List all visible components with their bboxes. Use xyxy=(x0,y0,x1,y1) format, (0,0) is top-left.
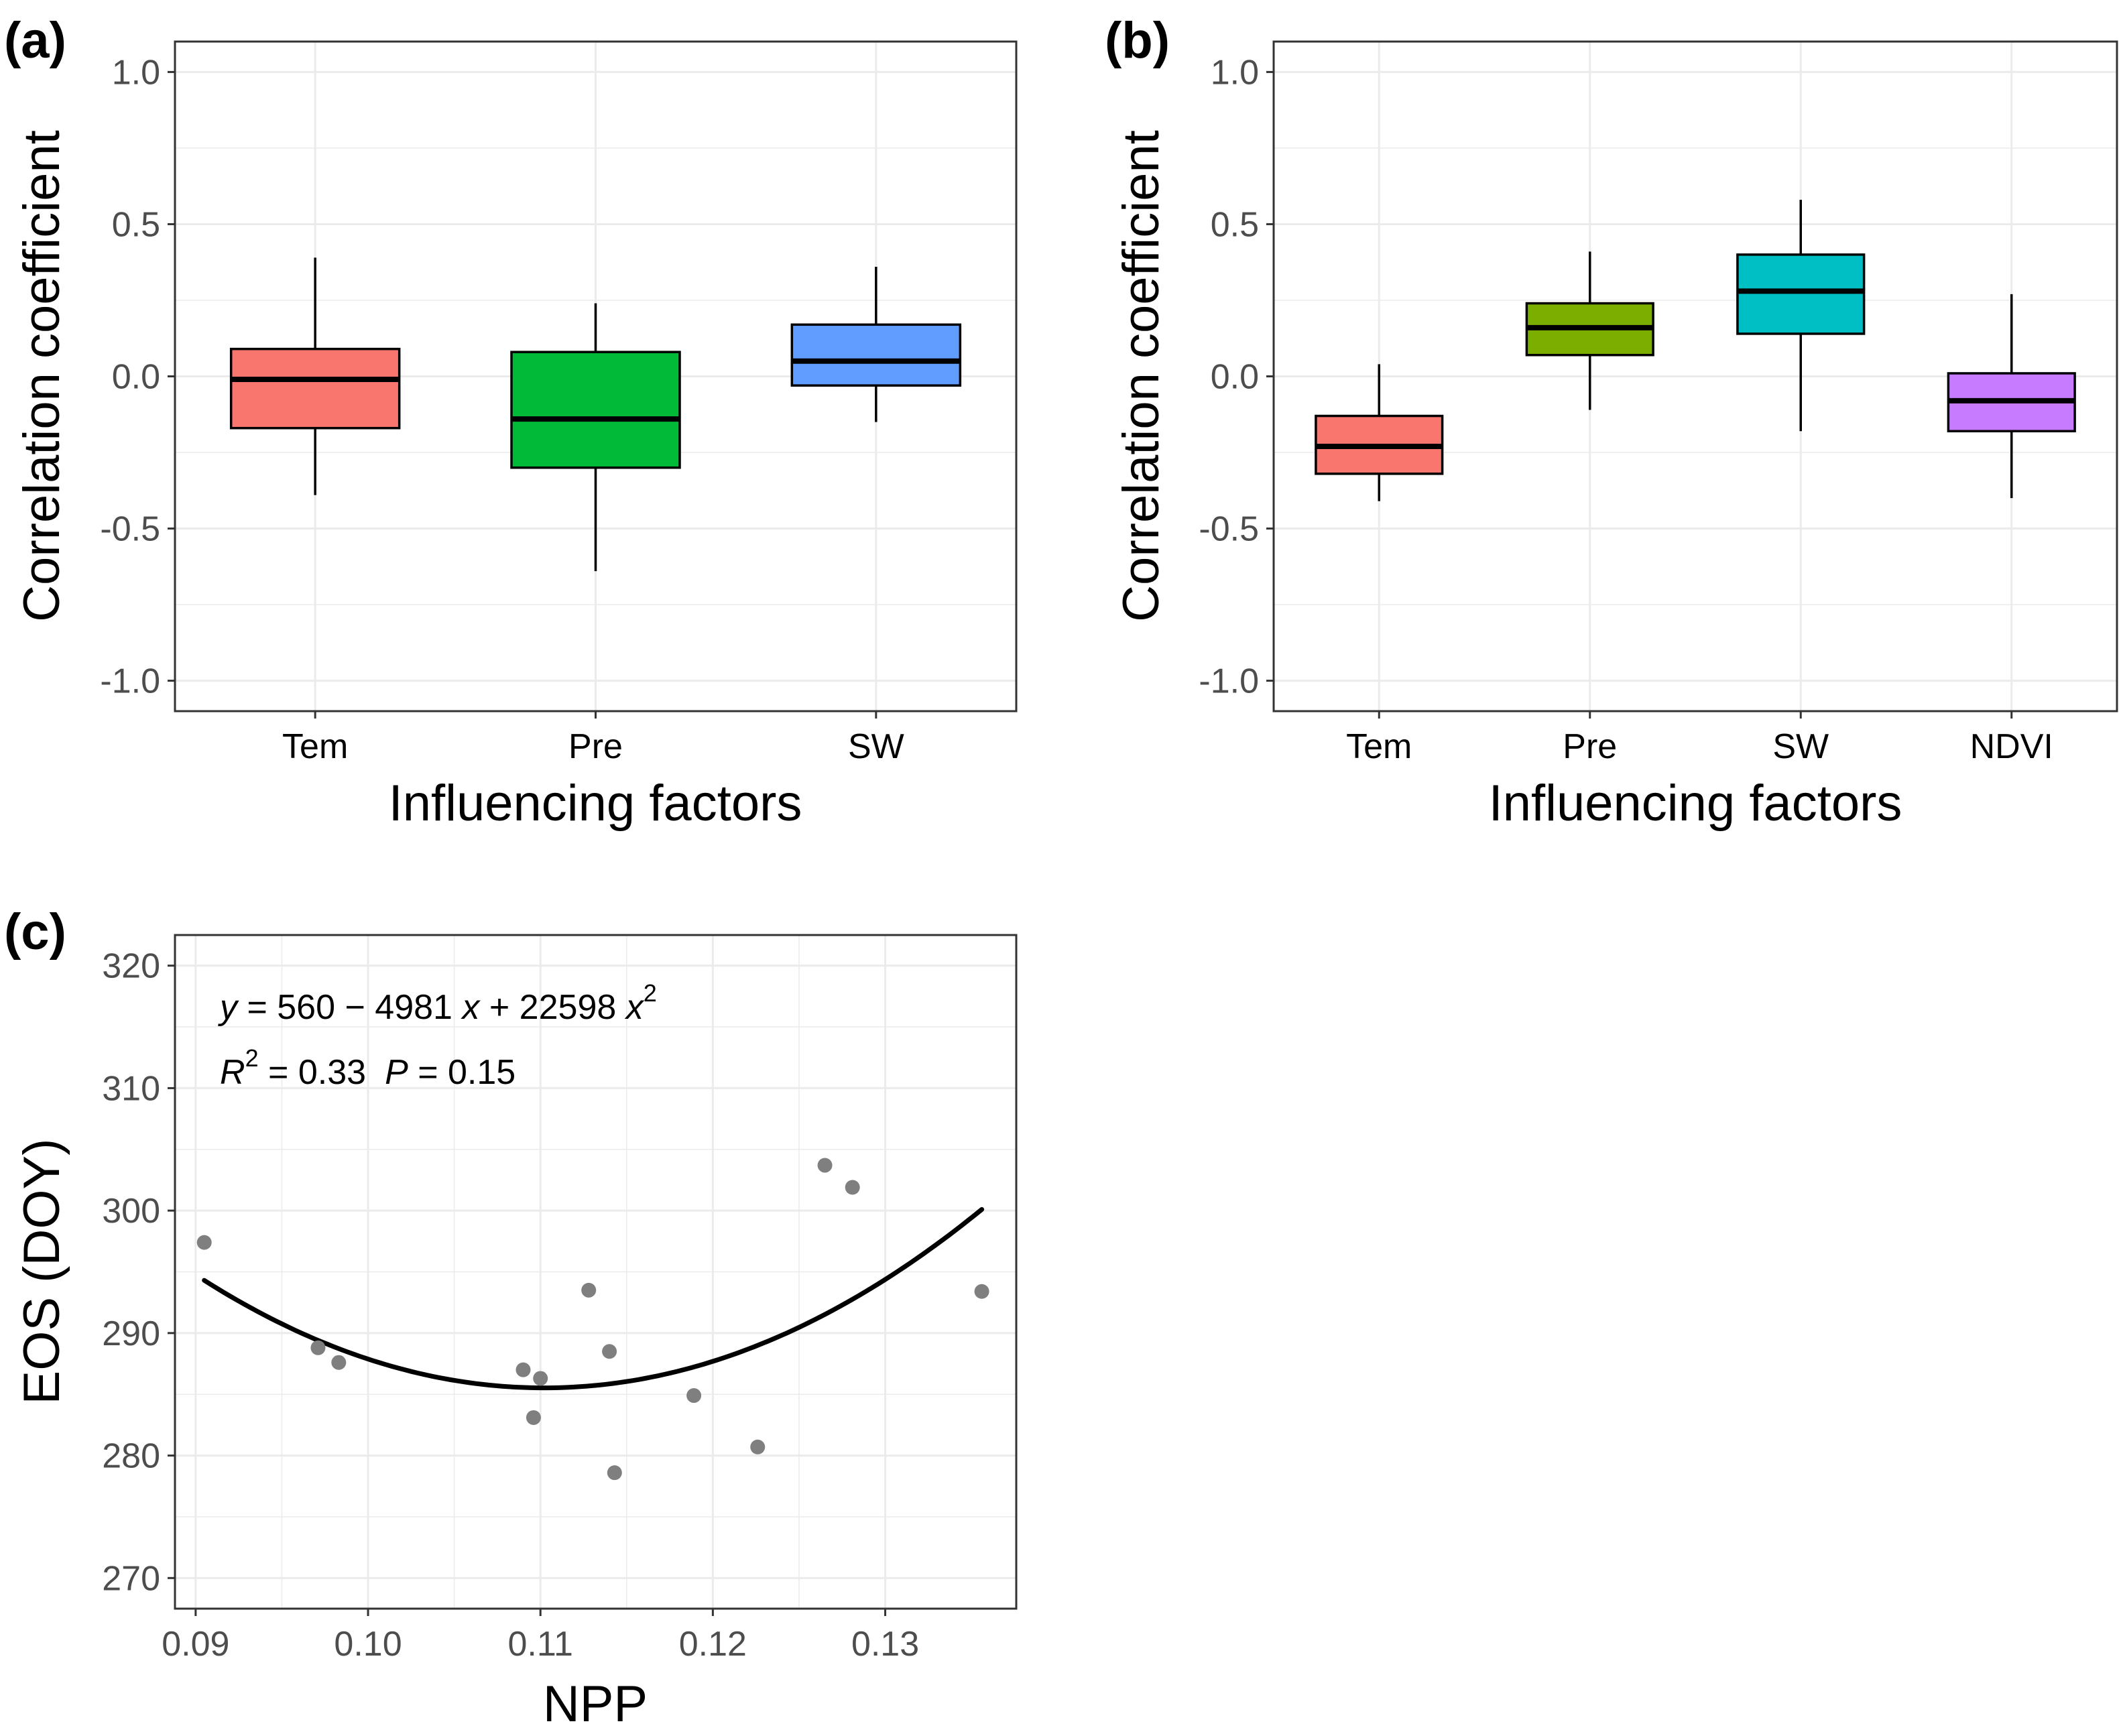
scatter-point xyxy=(331,1355,347,1370)
x-tick-label: 0.13 xyxy=(851,1625,919,1664)
p-value: = 0.15 xyxy=(408,1053,516,1092)
panel-c-fit-curve xyxy=(202,1206,985,1391)
eq-x1: x xyxy=(460,988,481,1027)
panel-a-x-ticks: Tem Pre SW xyxy=(282,711,904,766)
y-tick-label: 1.0 xyxy=(112,53,160,92)
panel-a-x-axis-title: Influencing factors xyxy=(389,775,802,832)
panel-c-gridlines xyxy=(175,935,1016,1609)
scatter-point xyxy=(581,1282,597,1298)
panel-a-y-axis-title: Correlation coefficient xyxy=(13,130,70,622)
scatter-point xyxy=(817,1158,833,1173)
x-tick-label: 0.09 xyxy=(162,1625,229,1664)
panel-a-y-ticks: -1.0 -0.5 0.0 0.5 1.0 xyxy=(100,53,175,701)
r2-symbol: R xyxy=(220,1053,245,1092)
p-symbol: P xyxy=(385,1053,408,1092)
scatter-point xyxy=(974,1284,989,1299)
x-tick-label: NDVI xyxy=(1970,727,2053,766)
scatter-point xyxy=(845,1180,860,1195)
x-tick-label: Tem xyxy=(282,727,348,766)
scatter-point xyxy=(526,1410,541,1425)
panel-c-y-ticks: 270 280 290 300 310 320 xyxy=(102,947,175,1598)
scatter-point xyxy=(686,1388,702,1404)
y-tick-label: 270 xyxy=(102,1559,160,1598)
y-tick-label: 0.0 xyxy=(112,358,160,397)
panel-c-x-axis-title: NPP xyxy=(543,1676,648,1733)
y-tick-label: -0.5 xyxy=(1199,510,1259,549)
r2-power: 2 xyxy=(245,1044,259,1072)
x-tick-label: 0.12 xyxy=(679,1625,747,1664)
scatter-point xyxy=(196,1235,212,1250)
x-tick-label: SW xyxy=(1772,727,1829,766)
panel-c-frame xyxy=(174,934,1018,1610)
scatter-point xyxy=(607,1465,622,1481)
x-tick-label: Pre xyxy=(568,727,623,766)
box-ndvi xyxy=(1947,294,2076,499)
panel-b-y-axis-title: Correlation coefficient xyxy=(1113,130,1170,622)
panel-c-label: (c) xyxy=(4,904,66,960)
y-tick-label: -0.5 xyxy=(100,510,160,549)
panel-b-x-axis-title: Influencing factors xyxy=(1489,775,1902,832)
panel-b-x-ticks: Tem Pre SW NDVI xyxy=(1346,711,2053,766)
box-iqr xyxy=(510,351,681,469)
eq-plus: + 22598 xyxy=(479,988,625,1027)
y-tick-label: 290 xyxy=(102,1314,160,1353)
box-tem xyxy=(229,257,401,495)
panel-b-y-ticks: -1.0 -0.5 0.0 0.5 1.0 xyxy=(1199,53,1274,701)
x-tick-label: SW xyxy=(848,727,904,766)
y-tick-label: -1.0 xyxy=(1199,662,1259,701)
y-tick-label: 280 xyxy=(102,1437,160,1476)
panel-b-label: (b) xyxy=(1105,12,1170,69)
panel-c-stats: R2 = 0.33 P = 0.15 xyxy=(220,1044,516,1092)
panel-b-boxes xyxy=(1315,200,2076,501)
panel-c-x-ticks: 0.09 0.10 0.11 0.12 0.13 xyxy=(162,1609,919,1664)
eq-mid: = 560 − 4981 xyxy=(237,988,462,1027)
box-sw xyxy=(1736,200,1866,432)
y-tick-label: 1.0 xyxy=(1211,53,1259,92)
eq-power: 2 xyxy=(644,979,657,1007)
y-tick-label: 300 xyxy=(102,1192,160,1231)
y-tick-label: 0.0 xyxy=(1211,358,1259,397)
box-iqr xyxy=(1736,253,1866,335)
box-iqr xyxy=(229,347,401,430)
panel-a-boxplot: (a) -1.0 -0.5 0.0 0.5 1.0 Tem Pre SW Influenci… xyxy=(4,12,1018,832)
y-tick-label: 0.5 xyxy=(112,205,160,244)
box-pre xyxy=(1525,251,1654,410)
x-tick-label: Tem xyxy=(1346,727,1412,766)
box-tem xyxy=(1315,364,1444,501)
y-tick-label: 310 xyxy=(102,1069,160,1108)
y-tick-label: -1.0 xyxy=(100,662,160,701)
scatter-point xyxy=(310,1340,326,1355)
scatter-point xyxy=(602,1344,617,1359)
panel-a-boxes xyxy=(229,257,962,572)
y-tick-label: 320 xyxy=(102,947,160,986)
panel-b-boxplot: (b) -1.0 -0.5 0.0 0.5 1.0 Tem Pre SW NDVI Influ… xyxy=(1105,12,2118,832)
x-tick-label: 0.10 xyxy=(334,1625,402,1664)
box-sw xyxy=(790,267,962,422)
panel-c-y-axis-title: EOS (DOY) xyxy=(13,1139,70,1405)
box-iqr xyxy=(790,323,962,387)
r2-value: = 0.33 xyxy=(259,1053,366,1092)
eq-y: y xyxy=(218,988,239,1027)
scatter-point xyxy=(750,1439,766,1454)
scatter-point xyxy=(533,1371,548,1386)
x-tick-label: 0.11 xyxy=(508,1625,573,1664)
x-tick-label: Pre xyxy=(1563,727,1617,766)
panel-a-label: (a) xyxy=(4,12,66,69)
panel-c-equation: y = 560 − 4981 x + 22598 x2 xyxy=(218,979,657,1027)
y-tick-label: 0.5 xyxy=(1211,205,1259,244)
eq-x2: x xyxy=(624,988,645,1027)
scatter-point xyxy=(516,1362,531,1377)
box-pre xyxy=(510,303,681,572)
panel-c-points xyxy=(196,1158,989,1481)
